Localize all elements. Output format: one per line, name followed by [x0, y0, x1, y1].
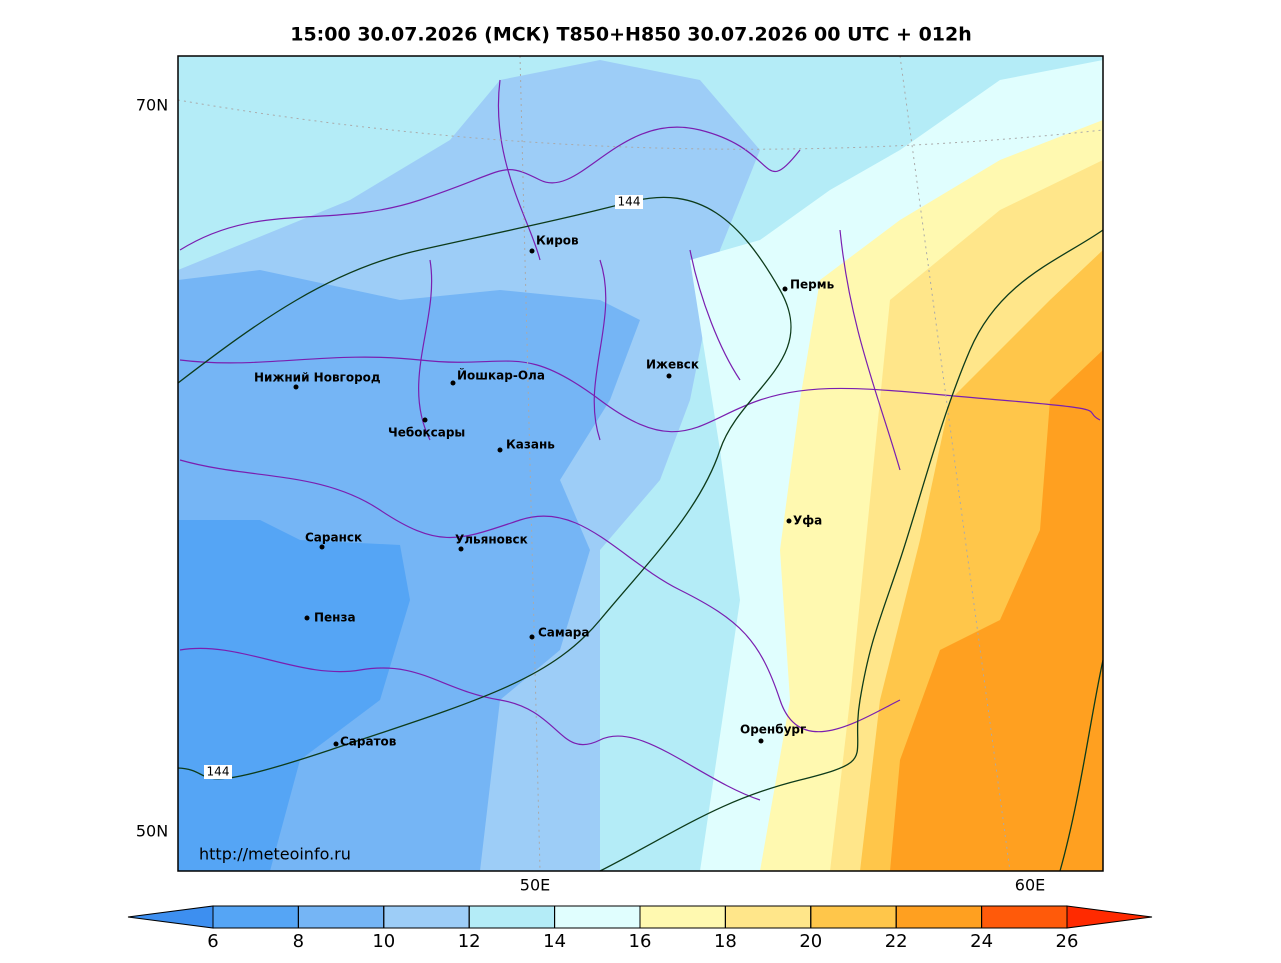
city-label: Пермь — [790, 278, 835, 292]
labels: 70N 50N 50E 60E 144 144 Киров Пермь Нижний Новго… — [136, 96, 1045, 895]
city-dot — [458, 546, 464, 552]
colorbar-tick-label: 14 — [543, 931, 566, 952]
city-dot — [529, 248, 535, 254]
colorbar-segment — [639, 905, 726, 929]
colorbar-segment — [810, 905, 897, 929]
city-label: Ульяновск — [455, 533, 528, 547]
city-label: Йошкар-Ола — [457, 368, 545, 383]
lon-label: 50E — [520, 876, 550, 895]
colorbar-segment — [724, 905, 812, 929]
city-label: Самара — [538, 626, 590, 640]
colorbar-tick-label: 22 — [885, 931, 908, 952]
colorbar-segment — [554, 905, 641, 929]
title: 15:00 30.07.2026 (МСК) T850+H850 30.07.2… — [290, 24, 972, 46]
graticule — [177, 55, 1104, 872]
colorbar-segment — [895, 905, 983, 929]
city-label: Нижний Новгород — [254, 371, 381, 385]
lat-label: 50N — [136, 822, 168, 841]
colorbar-under — [127, 905, 214, 929]
colorbar-segment — [468, 905, 556, 929]
city-label: Саранск — [305, 531, 362, 545]
contour-line — [599, 229, 1104, 872]
contour-label: 144 — [618, 195, 641, 209]
city-dot — [422, 417, 428, 423]
colorbar-tick-label: 26 — [1056, 931, 1079, 952]
colorbar-tick-label: 18 — [714, 931, 737, 952]
city-label: Уфа — [793, 514, 822, 528]
city-dot — [666, 373, 672, 379]
city-dot — [304, 615, 310, 621]
lon-label: 60E — [1015, 876, 1045, 895]
colorbar-tick-label: 24 — [970, 931, 993, 952]
city-dot — [333, 741, 339, 747]
city-dot — [529, 634, 535, 640]
contour-line — [1059, 659, 1104, 872]
city-dot — [758, 738, 764, 744]
city-label: Чебоксары — [388, 426, 465, 440]
colorbar-segment — [297, 905, 385, 929]
colorbar-tick-label: 16 — [629, 931, 652, 952]
borders — [179, 79, 1101, 801]
city-dot — [497, 447, 503, 453]
contour-label: 144 — [207, 765, 230, 779]
city-label: Оренбург — [740, 723, 806, 737]
city-dot — [450, 380, 456, 386]
map-fill — [178, 56, 1103, 871]
colorbar-tick-label: 12 — [458, 931, 481, 952]
city-label: Ижевск — [646, 358, 699, 372]
city-dot — [319, 544, 325, 550]
contour-144 — [177, 196, 792, 780]
credit: http://meteoinfo.ru — [199, 845, 351, 864]
colorbar-over — [1066, 905, 1153, 929]
colorbar-tick-label: 8 — [293, 931, 304, 952]
contour-label-bg — [204, 765, 232, 779]
city-dot — [782, 286, 788, 292]
colorbar-segment — [383, 905, 470, 929]
city-label: Пенза — [314, 611, 356, 625]
colorbar-tick-label: 6 — [207, 931, 218, 952]
colorbar-segment — [212, 905, 299, 929]
city-label: Киров — [536, 234, 579, 248]
contour-label-bg — [615, 195, 643, 209]
colorbar-tick-label: 20 — [799, 931, 822, 952]
city-dot — [786, 518, 792, 524]
city-label: Саратов — [340, 735, 397, 749]
colorbar: 6 8 10 12 14 16 18 20 22 24 26 — [127, 905, 1153, 952]
city-label: Казань — [506, 438, 555, 452]
lat-label: 70N — [136, 96, 168, 115]
map-frame — [177, 55, 1104, 872]
colorbar-segment — [981, 905, 1068, 929]
city-dot — [293, 384, 299, 390]
colorbar-tick-label: 10 — [372, 931, 395, 952]
